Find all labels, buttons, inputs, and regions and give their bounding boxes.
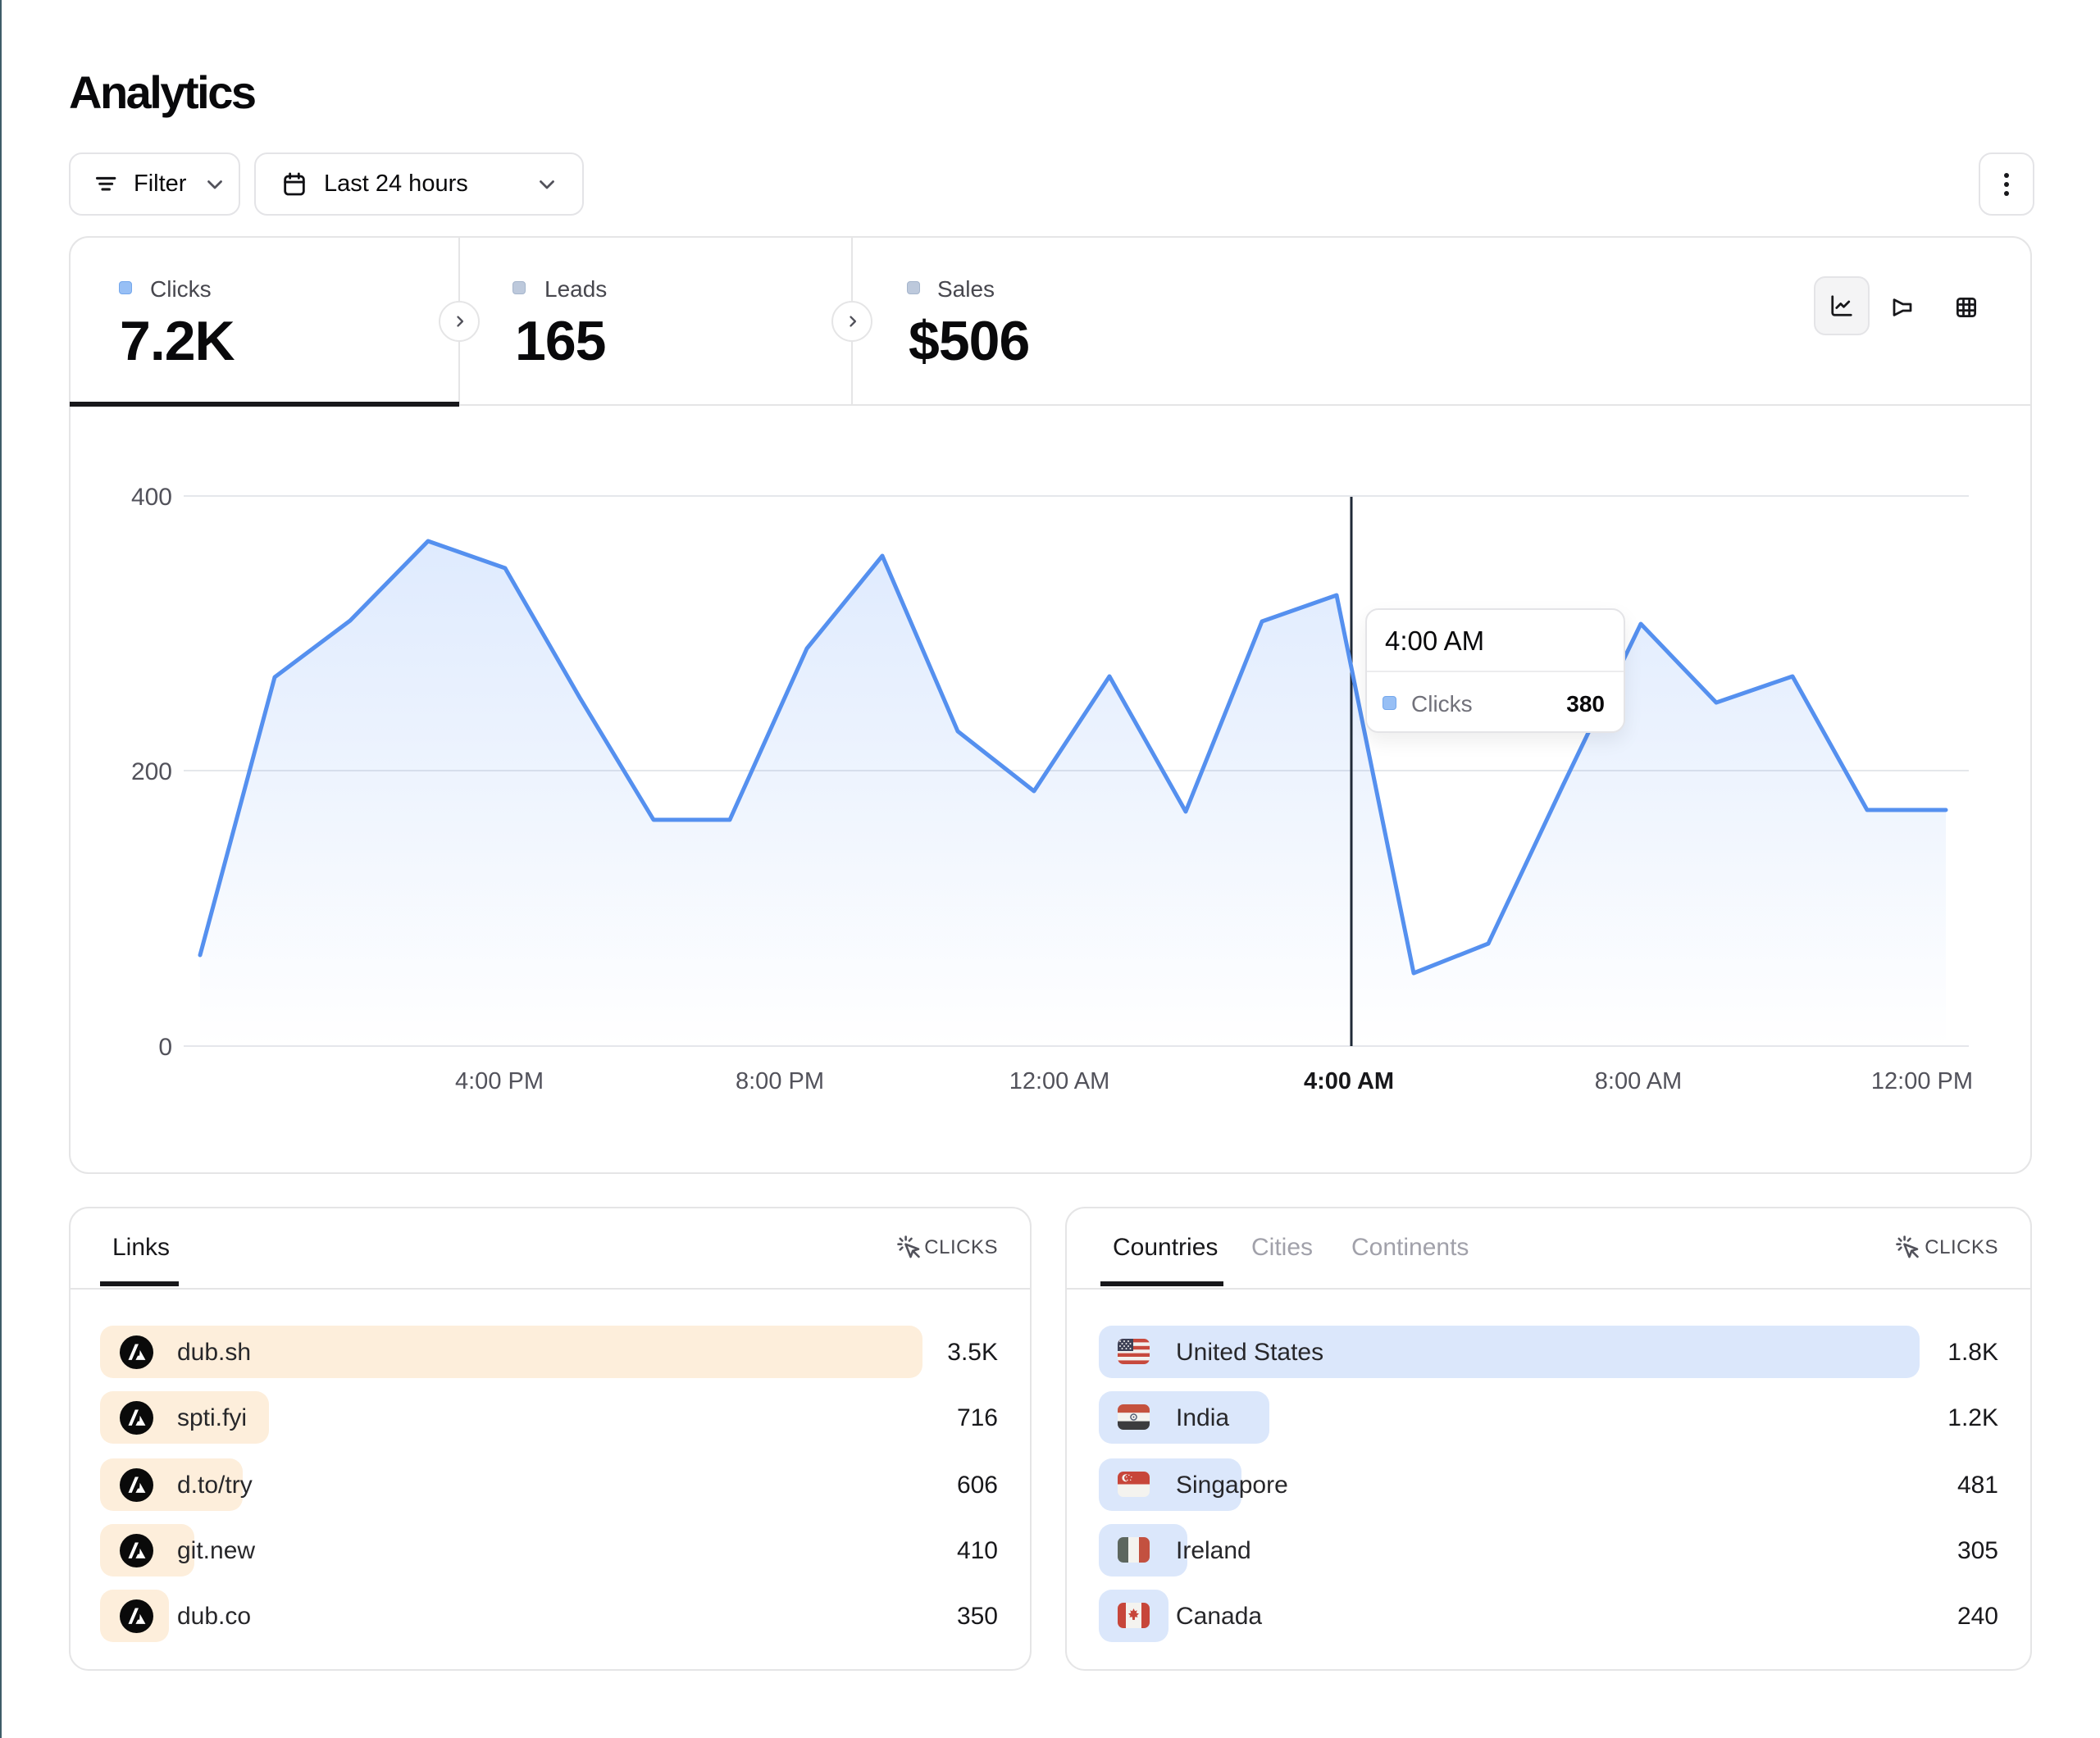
svg-text:200: 200 [131,758,172,785]
svg-text:0: 0 [158,1034,172,1061]
svg-text:400: 400 [131,484,172,511]
